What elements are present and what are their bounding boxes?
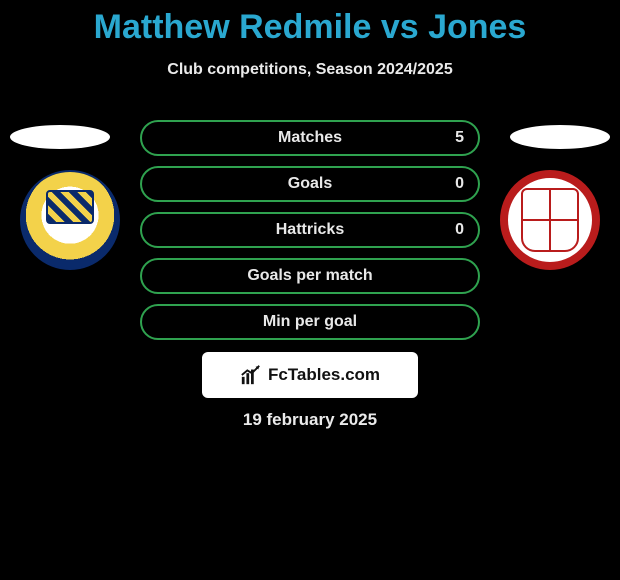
stat-value-right: 0 — [455, 175, 464, 193]
chart-icon — [240, 364, 262, 386]
stat-row-goals-per-match: Goals per match — [140, 258, 480, 294]
stat-label: Goals — [288, 175, 332, 193]
subtitle: Club competitions, Season 2024/2025 — [0, 61, 620, 79]
stat-row-min-per-goal: Min per goal — [140, 304, 480, 340]
date-text: 19 february 2025 — [0, 410, 620, 430]
stat-value-right: 5 — [455, 129, 464, 147]
club-badge-right — [500, 170, 600, 270]
stat-value-right: 0 — [455, 221, 464, 239]
club-badge-left — [20, 170, 120, 270]
player-silhouette-right — [510, 125, 610, 149]
stat-row-goals: Goals 0 — [140, 166, 480, 202]
stat-label: Hattricks — [276, 221, 344, 239]
page-title: Matthew Redmile vs Jones — [0, 0, 620, 47]
brand-logo[interactable]: FcTables.com — [202, 352, 418, 398]
player-silhouette-left — [10, 125, 110, 149]
stat-label: Min per goal — [263, 313, 357, 331]
stats-table: Matches 5 Goals 0 Hattricks 0 Goals per … — [140, 120, 480, 350]
brand-name: FcTables.com — [268, 365, 380, 385]
stat-label: Goals per match — [247, 267, 372, 285]
stat-row-hattricks: Hattricks 0 — [140, 212, 480, 248]
stat-label: Matches — [278, 129, 342, 147]
stat-row-matches: Matches 5 — [140, 120, 480, 156]
